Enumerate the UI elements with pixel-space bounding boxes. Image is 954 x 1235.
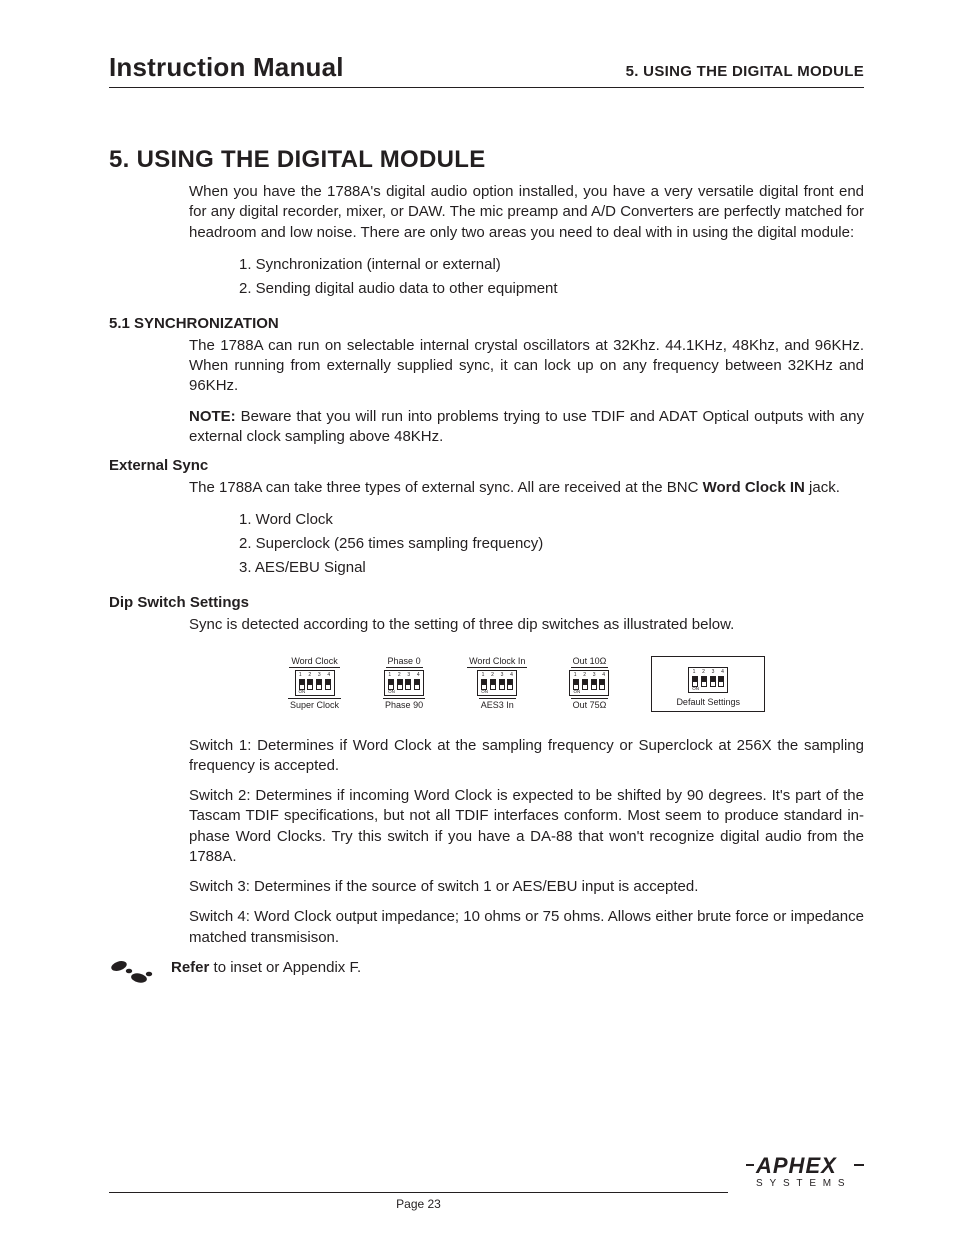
svg-text:APHEX: APHEX (755, 1154, 837, 1178)
ext-heading: External Sync (109, 457, 864, 474)
intro-list: 1. Synchronization (internal or external… (239, 253, 864, 301)
dip-switch-icon: 1234 ON (477, 670, 517, 696)
sync-heading: 5.1 SYNCHRONIZATION (109, 315, 864, 332)
ext-para-post: jack. (805, 479, 840, 496)
intro-block: When you have the 1788A's digital audio … (189, 182, 864, 301)
svg-text:SYSTEMS: SYSTEMS (756, 1178, 851, 1188)
dip-block-1: Word Clock 1234 ON Super Clock (288, 656, 341, 711)
dip-switch-icon: 1234 ON (384, 670, 424, 696)
sync-note: NOTE: Beware that you will run into prob… (189, 407, 864, 448)
page-footer: Page 23 APHEX SYSTEMS (109, 1154, 864, 1193)
dip-block-2: Phase 0 1234 ON Phase 90 (383, 656, 425, 711)
dip-heading: Dip Switch Settings (109, 594, 864, 611)
dip-block-4: Out 10Ω 1234 ON Out 75Ω (569, 656, 609, 711)
dip-switch-icon: 1234 ON (295, 670, 335, 696)
switch-para-4: Switch 4: Word Clock output impedance; 1… (189, 907, 864, 948)
refer-para: Refer to inset or Appendix F. (171, 958, 361, 978)
dip-default-box: 1234 ON Default Settings (651, 656, 765, 712)
dip-top-label: Word Clock In (467, 656, 527, 668)
dip-top-label: Phase 0 (386, 656, 423, 668)
dip-bottom-label: AES3 In (479, 698, 516, 711)
list-item: 2. Superclock (256 times sampling freque… (239, 532, 864, 556)
dip-bottom-label: Phase 90 (383, 698, 425, 711)
note-label: NOTE: (189, 408, 236, 425)
dip-switch-icon: 1234 ON (569, 670, 609, 696)
refer-bold: Refer (171, 959, 209, 976)
ext-list: 1. Word Clock 2. Superclock (256 times s… (239, 508, 864, 580)
intro-para: When you have the 1788A's digital audio … (189, 182, 864, 243)
refer-row: Refer to inset or Appendix F. (109, 958, 864, 991)
list-item: 1. Word Clock (239, 508, 864, 532)
sync-para1: The 1788A can run on selectable internal… (189, 336, 864, 397)
refer-rest: to inset or Appendix F. (209, 959, 361, 976)
note-text: Beware that you will run into problems t… (189, 408, 864, 445)
sync-block: The 1788A can run on selectable internal… (189, 336, 864, 447)
section-title: 5. USING THE DIGITAL MODULE (109, 146, 864, 174)
dip-block-3: Word Clock In 1234 ON AES3 In (467, 656, 527, 711)
dip-diagram-row: Word Clock 1234 ON Super Clock Phase 0 1… (189, 656, 864, 712)
list-item: 3. AES/EBU Signal (239, 556, 864, 580)
page-number: Page 23 (396, 1197, 441, 1211)
ext-para-pre: The 1788A can take three types of extern… (189, 479, 703, 496)
dip-bottom-label: Out 75Ω (571, 698, 609, 711)
aphex-logo: APHEX SYSTEMS (746, 1154, 864, 1193)
page-header: Instruction Manual 5. USING THE DIGITAL … (109, 52, 864, 88)
ext-para-bold: Word Clock IN (703, 479, 805, 496)
dip-bottom-label: Super Clock (288, 698, 341, 711)
dip-switch-icon: 1234 ON (688, 667, 728, 693)
header-left: Instruction Manual (109, 52, 344, 83)
switch-para-3: Switch 3: Determines if the source of sw… (189, 877, 864, 897)
footsteps-icon (109, 958, 155, 991)
header-right: 5. USING THE DIGITAL MODULE (626, 63, 864, 80)
dip-block: Sync is detected according to the settin… (189, 615, 864, 948)
list-item: 1. Synchronization (internal or external… (239, 253, 864, 277)
dip-top-label: Word Clock (289, 656, 339, 668)
switch-para-2: Switch 2: Determines if incoming Word Cl… (189, 786, 864, 867)
dip-para: Sync is detected according to the settin… (189, 615, 864, 635)
footer-rule: Page 23 (109, 1192, 728, 1193)
ext-block: The 1788A can take three types of extern… (189, 478, 864, 580)
switch-para-1: Switch 1: Determines if Word Clock at th… (189, 736, 864, 777)
list-item: 2. Sending digital audio data to other e… (239, 277, 864, 301)
dip-default-label: Default Settings (676, 697, 740, 707)
ext-para: The 1788A can take three types of extern… (189, 478, 864, 498)
dip-top-label: Out 10Ω (571, 656, 609, 668)
